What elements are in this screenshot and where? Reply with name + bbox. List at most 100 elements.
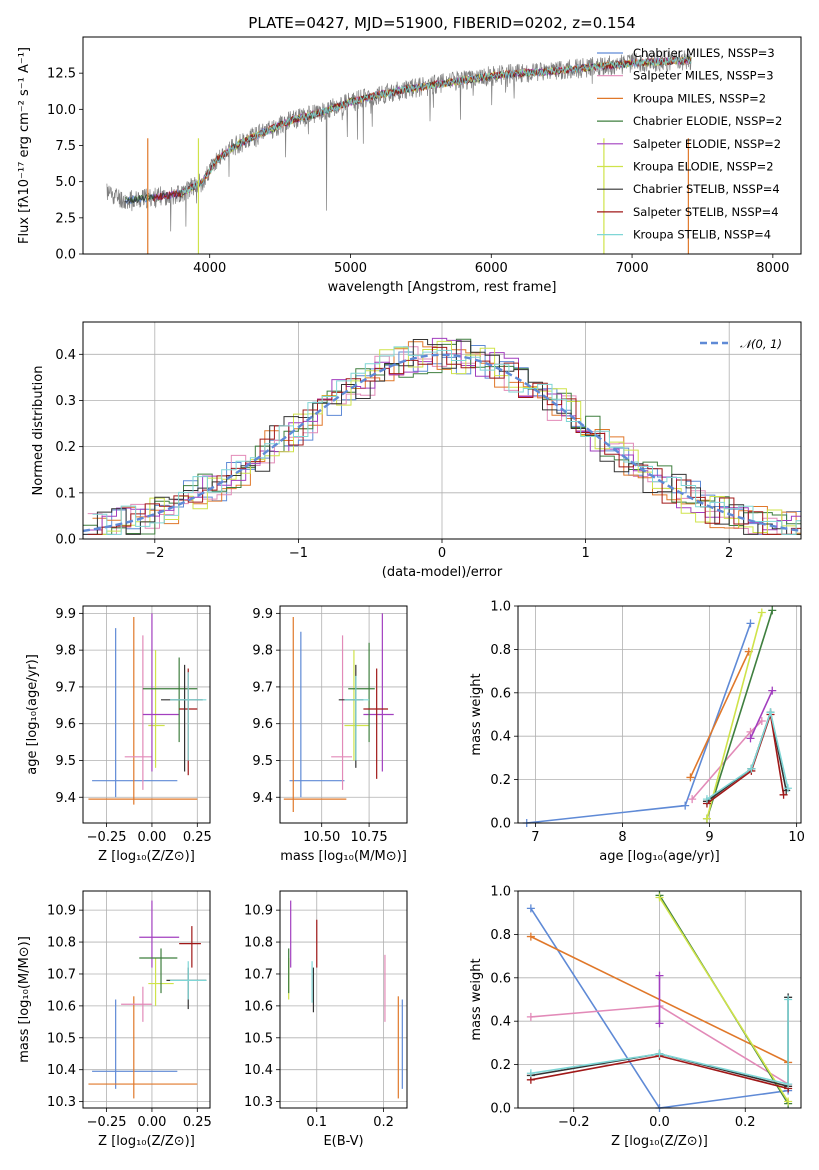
histogram-chabrier-stelib: [83, 339, 801, 535]
legend-label: 𝒩(0, 1): [740, 337, 782, 351]
x-tick-label: 7: [531, 830, 539, 845]
weight-marker: [655, 1019, 664, 1028]
errorbar-point: [344, 675, 370, 761]
weight-marker: [747, 764, 756, 773]
histogram-kroupa-elodie: [92, 340, 801, 535]
weight-marker: [784, 995, 793, 1004]
y-tick-label: 10.5: [47, 1031, 76, 1046]
residuals-panel: −2 −1 0 1 2 0.0 0.1 0.2 0.3 0.4 (data-model)/error…: [31, 321, 802, 580]
y-tick-label: 10.6: [244, 999, 273, 1014]
weight-marker: [746, 734, 755, 743]
y-tick-label: 9.5: [55, 754, 76, 769]
x-tick-label: 10.50: [303, 830, 340, 845]
errorbar-point: [331, 635, 353, 790]
legend-label: Kroupa STELIB, NSSP=4: [633, 228, 771, 242]
x-tick-label: 8: [618, 830, 626, 845]
y-tick-label: 9.7: [55, 680, 76, 695]
errorbar-point: [363, 668, 389, 779]
weight-line-salpeter-stelib: [706, 714, 785, 805]
grid: [83, 891, 210, 1108]
x-tick-label: 4000: [193, 261, 226, 276]
y-tick-label: 9.6: [55, 717, 76, 732]
x-tick-label: 0.1: [306, 1115, 327, 1130]
errorbar-point: [88, 996, 198, 1099]
errorbar-point: [121, 986, 152, 1022]
weight-marker: [746, 619, 755, 628]
y-axis-label: Flux [fλ10⁻¹⁷ erg cm⁻² s⁻¹ A⁻¹]: [17, 47, 32, 244]
chart-title: PLATE=0427, MJD=51900, FIBERID=0202, z=0…: [248, 14, 635, 32]
y-tick-label: 0.0: [490, 1102, 511, 1117]
y-tick-label: 0.4: [55, 348, 76, 363]
y-tick-label: 0.2: [55, 440, 76, 455]
y-tick-label: 9.9: [55, 607, 76, 622]
normal-curve: [82, 353, 802, 533]
x-tick-label: 5000: [334, 261, 367, 276]
histogram-salpeter-elodie: [87, 337, 801, 531]
x-tick-label: 0.0: [649, 1115, 670, 1130]
x-tick-label: 0.25: [183, 830, 212, 845]
y-tick-label: 0.8: [490, 643, 511, 658]
legend-label: Chabrier STELIB, NSSP=4: [633, 182, 780, 196]
weight-marker: [784, 1080, 793, 1089]
spectrum-lines: [106, 50, 692, 254]
errorbar-point: [161, 664, 203, 772]
errorbar-point: [139, 900, 180, 968]
histogram-salpeter-miles: [87, 346, 801, 535]
x-tick-label: −2: [145, 546, 164, 561]
y-tick-label: 0.3: [55, 394, 76, 409]
weight-marker: [688, 795, 697, 804]
weight-line-salpeter-elodie: [749, 690, 774, 739]
spectrum-panel: PLATE=0427, MJD=51900, FIBERID=0202, z=0…: [17, 14, 802, 295]
errorbar-point: [344, 650, 370, 761]
x-tick-label: −0.2: [558, 1115, 590, 1130]
y-tick-label: 0.4: [490, 730, 511, 745]
model-spectrum-salpeter-elodie: [153, 55, 692, 201]
weight-line-chabrier-elodie: [706, 610, 774, 819]
mass-vs-ebv-panel: 0.1 0.2 10.3 10.4 10.5 10.6 10.7 10.8 10.9 E(B-V): [244, 890, 408, 1149]
model-spectrum-kroupa-miles: [181, 56, 692, 197]
x-axis-label: (data-model)/error: [382, 565, 503, 580]
histogram-kroupa-miles: [92, 341, 801, 535]
y-tick-label: 7.5: [55, 139, 76, 154]
axes-frame: [82, 321, 802, 540]
y-tick-label: 10.8: [244, 936, 273, 951]
y-tick-label: 10.3: [47, 1095, 76, 1110]
model-spectrum-kroupa-elodie: [181, 55, 692, 197]
legend-label: Chabrier ELODIE, NSSP=2: [633, 114, 782, 128]
errorbar-point: [139, 948, 178, 994]
x-axis-label: age [log₁₀(age/yr)]: [599, 849, 720, 864]
weight-marker: [783, 784, 792, 793]
errorbar-point: [179, 926, 201, 968]
legend-label: Chabrier MILES, NSSP=3: [633, 46, 775, 60]
y-tick-label: 0.6: [490, 686, 511, 701]
y-axis-label: mass [log₁₀(M/M⊙)]: [17, 936, 32, 1063]
y-tick-label: 10.0: [47, 103, 76, 118]
weight-marker: [768, 686, 777, 695]
weight-line-kroupa-miles: [689, 651, 750, 778]
y-tick-label: 0.0: [490, 817, 511, 832]
x-tick-label: 10: [788, 830, 805, 845]
x-axis-label: Z [log₁₀(Z/Z⊙)]: [98, 849, 195, 864]
mass-vs-Z-panel: −0.25 0.00 0.25 10.3 10.4 10.5 10.6 10.7 10.8 10.…: [17, 890, 212, 1149]
weight-marker: [702, 795, 711, 804]
x-tick-label: 6000: [475, 261, 508, 276]
x-tick-label: 0.00: [137, 1115, 166, 1130]
x-tick-label: 0: [438, 546, 446, 561]
x-tick-label: 2: [725, 546, 733, 561]
y-tick-label: 10.9: [244, 904, 273, 919]
errorbar-point: [142, 613, 180, 772]
axes-frame: [82, 605, 211, 824]
y-tick-label: 9.8: [55, 644, 76, 659]
spectrum-legend: Chabrier MILES, NSSP=3 Salpeter MILES, NS…: [597, 46, 782, 242]
weight-marker: [686, 773, 695, 782]
legend-label: Salpeter ELODIE, NSSP=2: [633, 137, 781, 151]
axes-frame: [279, 890, 408, 1109]
y-tick-label: 10.4: [47, 1063, 76, 1078]
x-tick-label: 0.2: [735, 1115, 756, 1130]
y-tick-label: 10.3: [244, 1095, 273, 1110]
y-tick-label: 0.2: [490, 773, 511, 788]
x-axis-label: Z [log₁₀(Z/Z⊙)]: [611, 1134, 708, 1149]
weight-line-kroupa-elodie: [658, 897, 789, 1102]
legend-label: Kroupa ELODIE, NSSP=2: [633, 160, 774, 174]
